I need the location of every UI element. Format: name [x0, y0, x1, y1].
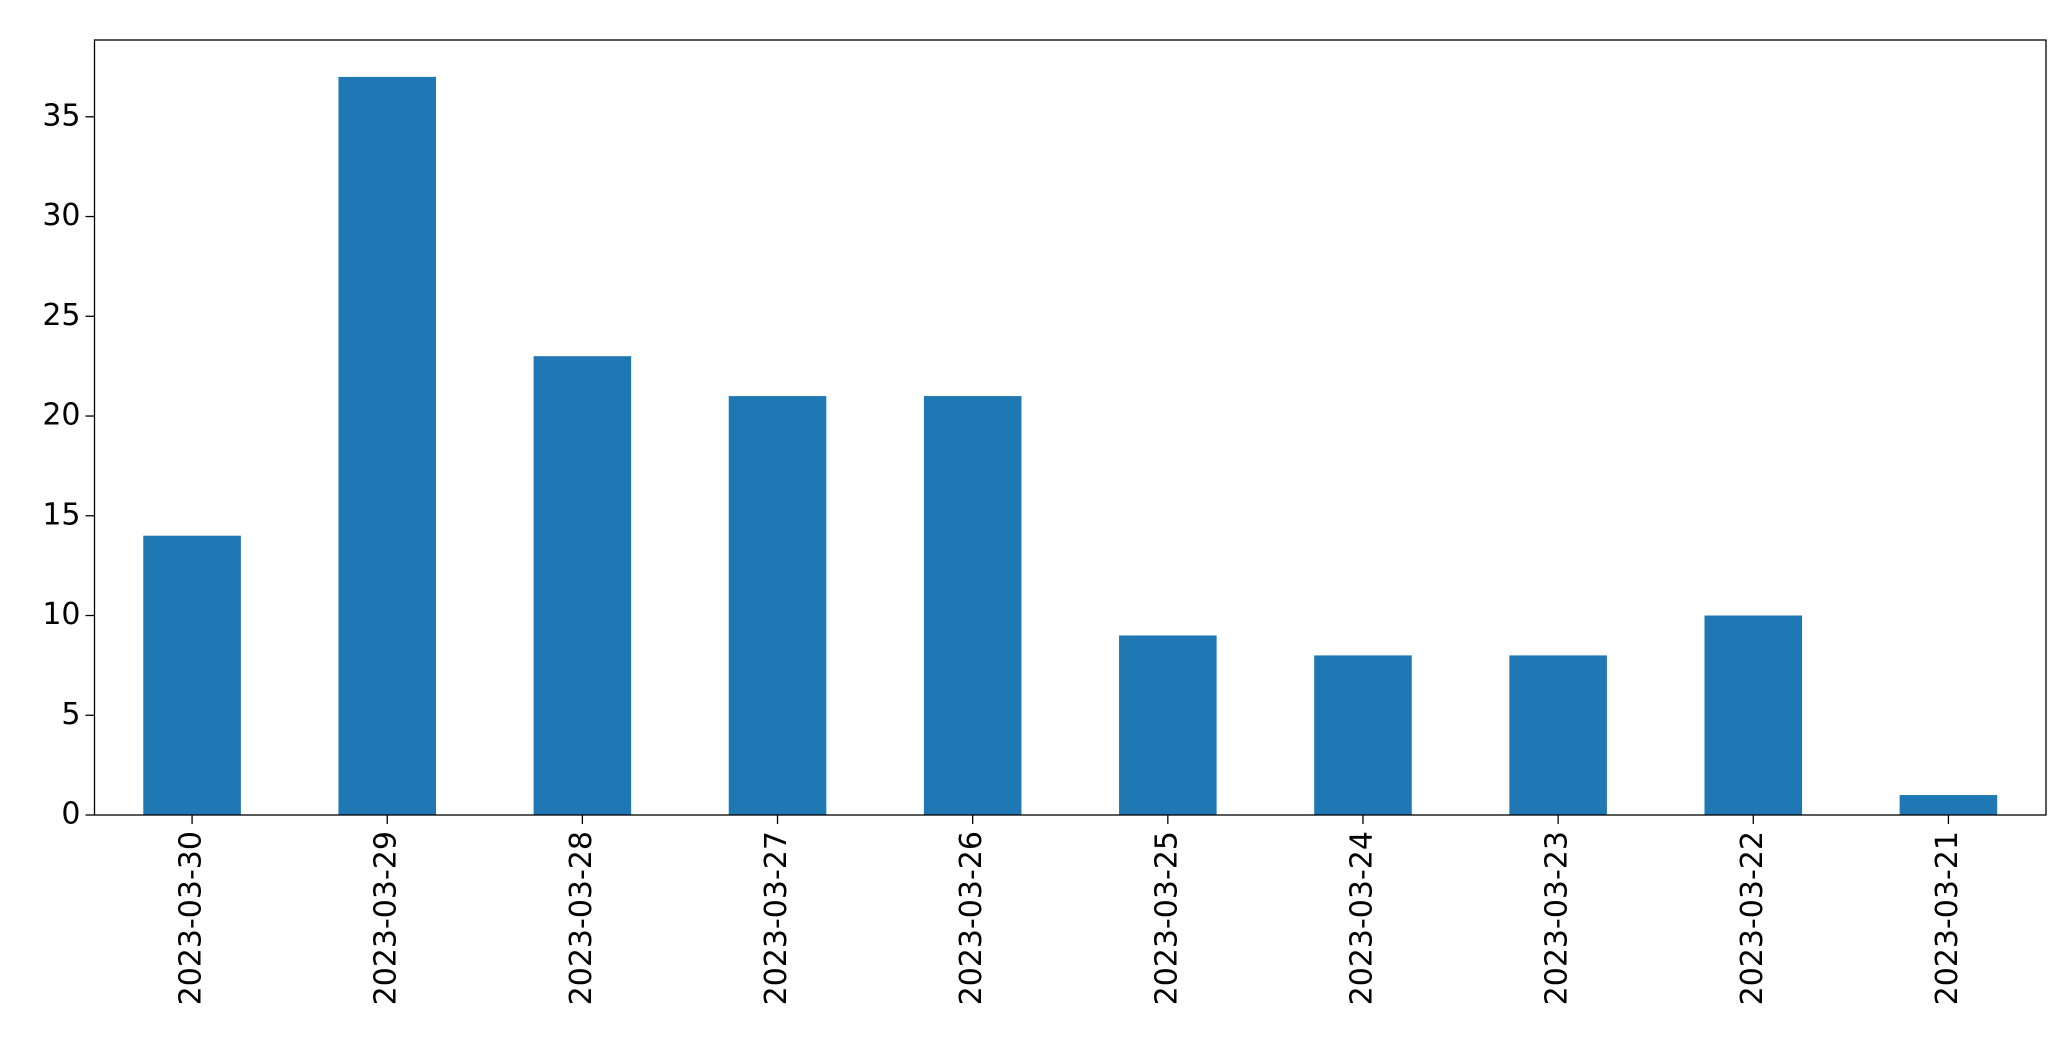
- x-tick-label: 2023-03-25: [1149, 831, 1184, 1005]
- bar: [338, 76, 437, 815]
- y-tick-label: 20: [42, 398, 80, 433]
- bar: [728, 396, 827, 815]
- y-tick-label: 0: [61, 797, 80, 832]
- bar: [1314, 655, 1412, 815]
- x-tick-label: 2023-03-22: [1735, 831, 1770, 1005]
- x-tick-label: 2023-03-21: [1930, 831, 1965, 1005]
- x-tick-label: 2023-03-23: [1540, 831, 1575, 1005]
- y-tick-label: 35: [42, 98, 80, 133]
- plot-frame: [93, 39, 2047, 816]
- x-tick-label: 2023-03-30: [174, 831, 209, 1005]
- bar: [1119, 635, 1217, 815]
- x-tick-label: 2023-03-28: [564, 831, 599, 1005]
- y-tick-label: 25: [42, 298, 80, 333]
- y-tick-label: 10: [42, 597, 80, 632]
- bar: [143, 535, 241, 815]
- x-tick-label: 2023-03-29: [369, 831, 404, 1005]
- y-tick-label: 30: [42, 198, 80, 233]
- x-tick-label: 2023-03-26: [954, 831, 989, 1005]
- x-tick-label: 2023-03-27: [759, 831, 794, 1005]
- bar: [1509, 655, 1607, 815]
- bar: [1704, 615, 1803, 815]
- bar: [533, 356, 632, 815]
- y-tick-label: 15: [42, 497, 80, 532]
- bar: [923, 396, 1022, 815]
- bar: [1899, 795, 1998, 815]
- x-tick-label: 2023-03-24: [1344, 831, 1379, 1005]
- y-tick-label: 5: [61, 697, 80, 732]
